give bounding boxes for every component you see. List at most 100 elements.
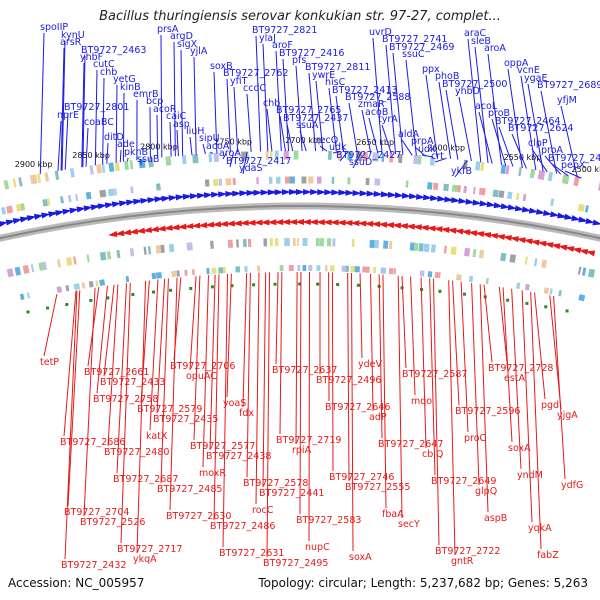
gene-leader-line [96,285,108,394]
feature-block [475,161,481,171]
tick-dot [316,282,320,286]
gene-arrow [571,215,581,222]
feature-block [547,171,554,182]
gene-leader-line [61,40,66,171]
gene-arrow [530,239,540,246]
gene-arrow [211,191,221,198]
feature-block [492,189,499,198]
gene-label: recQ [316,135,338,146]
gene-arrow [191,222,201,229]
feature-block [65,257,73,266]
gene-leader-line [120,282,131,544]
gene-label: hisC [325,77,346,88]
gene-arrow [578,216,588,223]
gene-arrow [97,203,108,210]
feature-block [577,203,586,212]
genome-backbone-line [0,205,600,240]
gene-label: BT9727_2587 [402,369,467,380]
gene-leader-line [471,282,480,486]
gene-label: ykqA [133,554,157,565]
gene-label: BT9727_2689 [537,80,600,91]
gene-label: BT9727_2631 [219,548,284,559]
scale-label: 2550 kbp [504,153,542,162]
gene-label: BT9727_2596 [455,406,520,417]
gene-label: BT9727_2719 [276,435,341,446]
gene-arrow [163,224,173,231]
gene-label: yhbF [80,52,103,63]
gene-leader-line [286,123,294,152]
gene-leader-line [226,273,232,398]
gene-label: BT9727_2526 [80,517,145,528]
gene-label: BT9727_2486 [210,521,275,532]
feature-block [434,271,441,279]
gene-label: soxA [349,552,372,563]
gene-leader-line [392,52,404,155]
gene-leader-line [106,142,109,164]
tick-dot [230,284,234,288]
gene-leader-line [429,278,436,476]
gene-label: yfjM [557,95,577,106]
gene-arrow [324,189,334,196]
gene-arrow [315,219,325,226]
gene-label: ykfB [451,166,472,177]
feature-block [478,249,485,259]
gene-arrow [405,223,415,230]
gene-leader-line [262,43,269,152]
gene-leader-line [119,149,122,163]
gene-leader-line [498,286,509,373]
feature-block [69,168,75,178]
gene-arrow [189,193,199,200]
gene-label: proC [464,433,487,444]
gene-arrow [267,189,277,196]
gene-label: BT9727_2706 [170,361,235,372]
feature-block [529,168,536,179]
gene-arrow [378,221,388,228]
gene-label: kynU [61,30,85,41]
gene-label: BT9727_2624 [508,123,573,134]
gene-label: aldA [398,129,419,140]
gene-arrow [253,189,263,196]
tick-dot [438,289,442,293]
gene-arrow [440,227,450,233]
gene-leader-line [507,68,523,168]
gene-label: BT9727_2417 [226,156,291,167]
gene-leader-line [193,275,201,441]
feature-block [515,282,521,289]
gene-arrow [303,188,313,195]
gene-label: asp [173,119,190,130]
gene-label: sleB [471,36,491,47]
feature-block [423,243,430,253]
gene-label: BT9727_2746 [329,472,394,483]
gene-leader-line [564,170,582,179]
gene-leader-line [511,133,527,169]
gene-arrow [551,243,561,250]
gene-arrow [465,198,475,205]
gene-label: aroF [272,40,293,51]
gene-arrow [33,213,44,220]
gene-leader-line [527,83,544,172]
tick-dot [210,285,214,289]
gene-leader-line [319,145,328,152]
gene-label: yjlA [190,46,208,57]
gene-leader-line [169,277,178,511]
gene-label: fdx [239,408,254,419]
gene-label: ssuD [349,157,372,168]
gene-leader-line [233,86,239,153]
tick-dot [506,298,510,302]
gene-arrow [509,236,519,243]
gene-leader-line [368,117,379,154]
gene-arrow [184,223,194,230]
gene-label: pknB [124,147,148,158]
gene-label: BT9727_2463 [81,45,146,56]
gene-arrow [364,220,374,227]
feature-block [20,203,26,211]
gene-label: acoL [475,101,498,112]
gene-label: opuAC [186,371,217,382]
gene-leader-line [339,151,349,162]
gene-label: BT9727_2811 [305,62,370,73]
gene-label: acoA [206,141,230,152]
gene-arrow [135,227,146,234]
gene-leader-line [483,284,493,363]
gene-arrow [239,190,249,197]
gene-leader-line [372,37,383,154]
